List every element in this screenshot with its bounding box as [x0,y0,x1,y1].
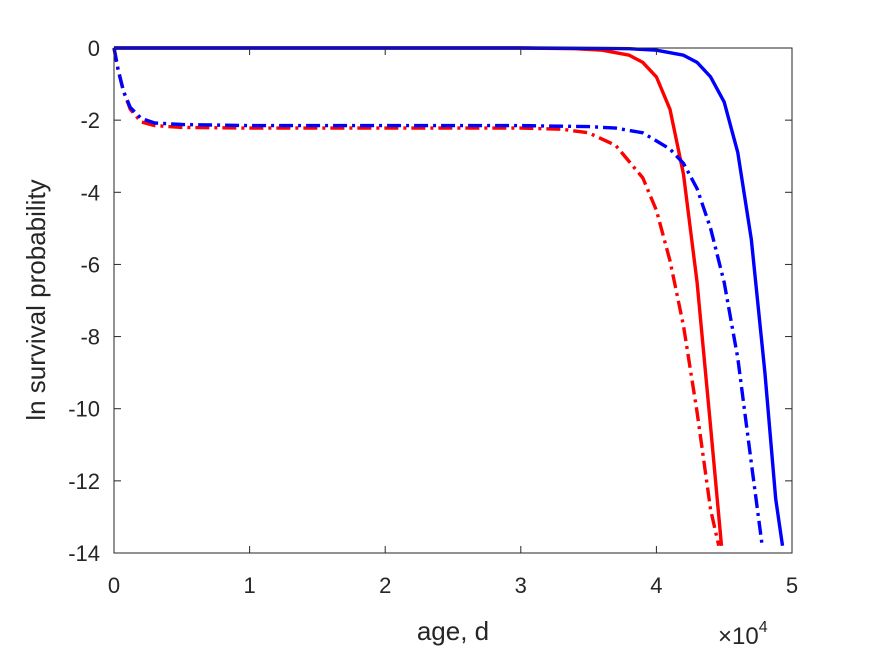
x-axis-ticks: 0 1 2 3 4 5 [108,48,798,598]
plot-area [114,48,792,553]
y-tick-label: -14 [68,541,100,566]
y-tick-label: -4 [80,180,100,205]
x-axis-label: age, d [417,616,489,646]
axes-box [113,47,793,554]
y-axis-ticks: 0 -2 -4 -6 -8 -10 -12 -14 [68,36,792,566]
x-tick-label: 2 [379,573,391,598]
x-exponent-label: ×104 [718,619,768,650]
x-exponent-power: 4 [759,619,768,636]
y-tick-label: -12 [68,469,100,494]
y-tick-label: -2 [80,108,100,133]
x-tick-label: 5 [786,573,798,598]
y-tick-label: -10 [68,397,100,422]
x-exponent-base: ×10 [718,623,759,650]
y-tick-label: -8 [80,325,100,350]
x-tick-label: 3 [515,573,527,598]
x-tick-label: 1 [243,573,255,598]
x-tick-label: 0 [108,573,120,598]
x-tick-label: 4 [650,573,662,598]
y-tick-label: 0 [88,36,100,61]
y-axis-label: ln survival probability [21,179,51,420]
y-tick-label: -6 [80,252,100,277]
series-line-4 [112,47,764,547]
